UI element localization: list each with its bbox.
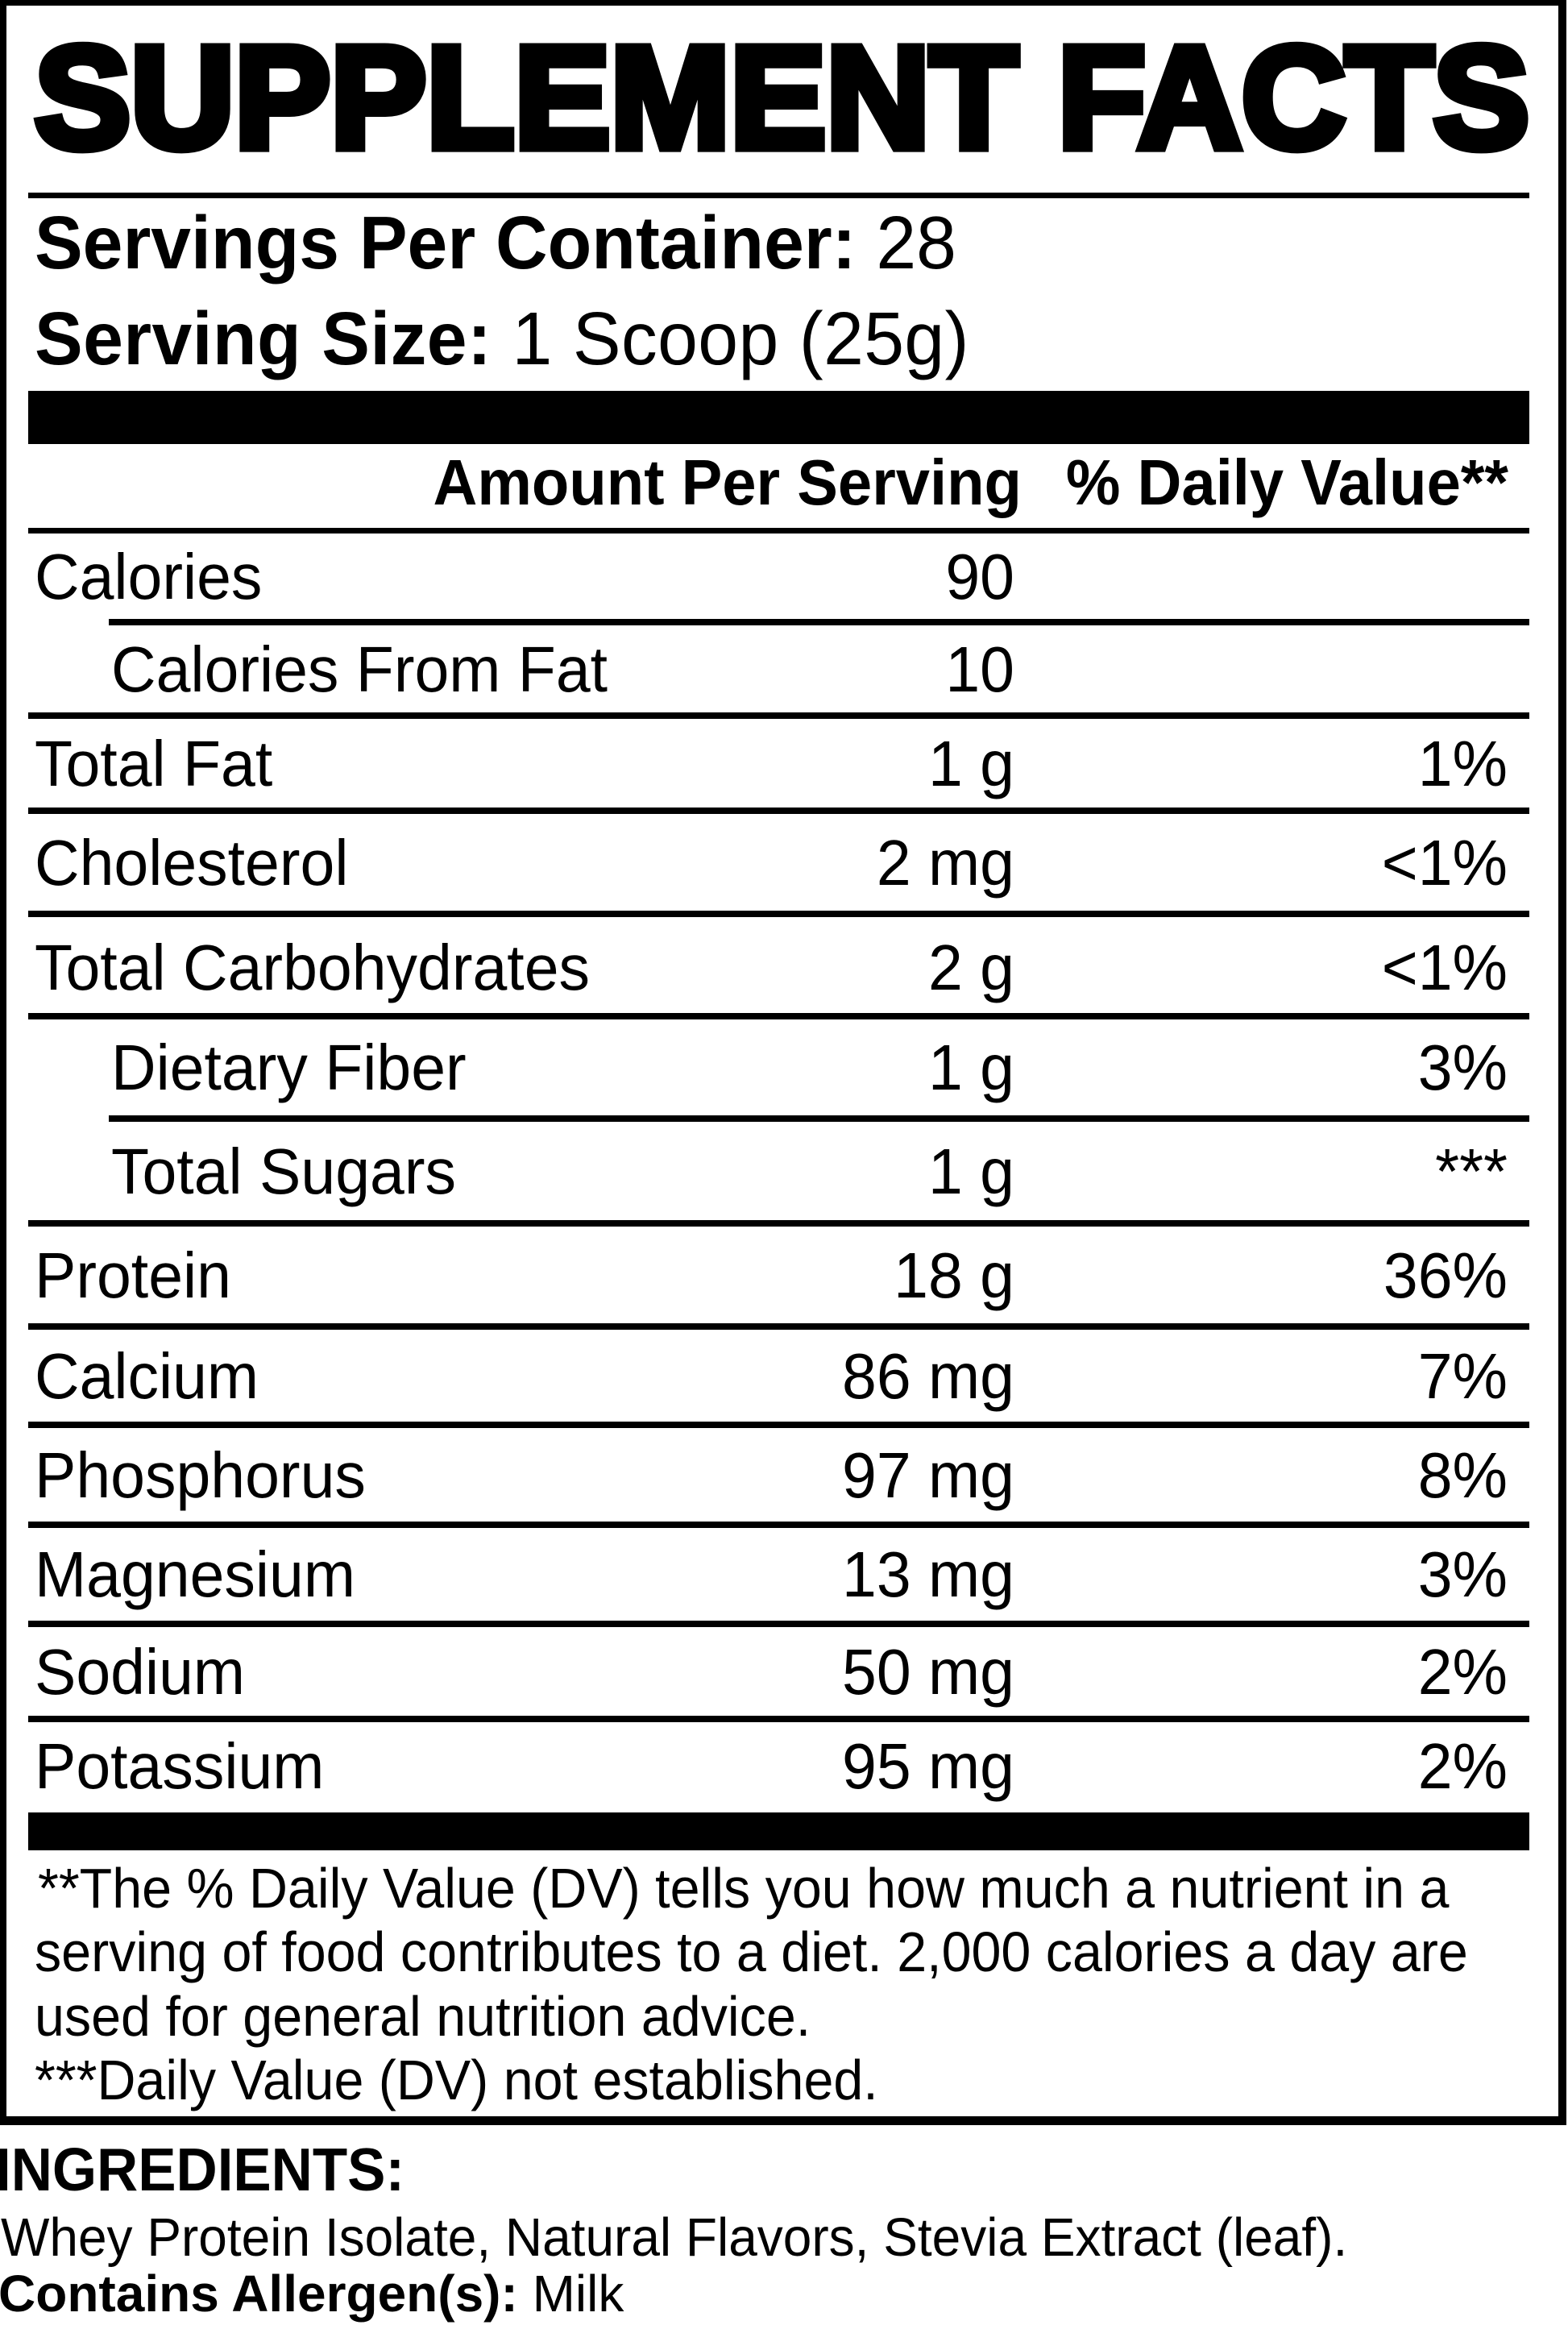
- svg-text:Calories: Calories: [35, 541, 262, 613]
- svg-text:Phosphorus: Phosphorus: [35, 1439, 366, 1512]
- svg-text:<1%: <1%: [1382, 827, 1508, 899]
- svg-text:1 g: 1 g: [928, 728, 1014, 800]
- svg-text:<1%: <1%: [1382, 932, 1508, 1004]
- svg-text:Amount Per Serving: Amount Per Serving: [433, 446, 1022, 518]
- svg-text:INGREDIENTS:: INGREDIENTS:: [0, 2136, 404, 2203]
- svg-text:2%: 2%: [1418, 1636, 1508, 1708]
- svg-text:Sodium: Sodium: [35, 1636, 245, 1708]
- svg-text:97 mg: 97 mg: [842, 1439, 1014, 1512]
- svg-text:1 g: 1 g: [928, 1136, 1014, 1208]
- svg-text:Dietary Fiber: Dietary Fiber: [111, 1032, 467, 1104]
- svg-text:1 g: 1 g: [928, 1032, 1014, 1104]
- svg-text:Whey Protein Isolate, Natural: Whey Protein Isolate, Natural Flavors, S…: [1, 2207, 1347, 2268]
- svg-text:serving of food contributes to: serving of food contributes to a diet. 2…: [35, 1921, 1468, 1984]
- svg-text:95 mg: 95 mg: [842, 1730, 1014, 1803]
- svg-text:13 mg: 13 mg: [842, 1538, 1014, 1611]
- svg-text:Magnesium: Magnesium: [35, 1538, 355, 1611]
- svg-text:2 g: 2 g: [928, 932, 1014, 1004]
- svg-text:% Daily Value**: % Daily Value**: [1066, 446, 1509, 518]
- svg-text:Calories From Fat: Calories From Fat: [111, 633, 608, 706]
- svg-text:Servings Per Container: 28: Servings Per Container: 28: [35, 201, 956, 284]
- svg-text:86 mg: 86 mg: [842, 1340, 1014, 1413]
- svg-text:8%: 8%: [1418, 1439, 1508, 1512]
- svg-text:18 g: 18 g: [894, 1239, 1014, 1312]
- svg-text:Calcium: Calcium: [35, 1340, 259, 1413]
- svg-text:3%: 3%: [1418, 1032, 1508, 1104]
- svg-text:Potassium: Potassium: [35, 1730, 324, 1803]
- svg-text:SUPPLEMENT FACTS: SUPPLEMENT FACTS: [35, 17, 1529, 179]
- svg-text:36%: 36%: [1383, 1239, 1508, 1312]
- svg-text:**The % Daily Value (DV) tells: **The % Daily Value (DV) tells you how m…: [38, 1858, 1450, 1920]
- svg-text:90: 90: [945, 541, 1014, 613]
- svg-text:1%: 1%: [1418, 728, 1508, 800]
- svg-text:7%: 7%: [1418, 1340, 1508, 1413]
- svg-text:3%: 3%: [1418, 1538, 1508, 1611]
- svg-text:Total Sugars: Total Sugars: [111, 1136, 456, 1208]
- svg-text:Cholesterol: Cholesterol: [35, 827, 348, 899]
- svg-text:Contains Allergen(s): Milk: Contains Allergen(s): Milk: [0, 2265, 624, 2323]
- svg-text:Total Fat: Total Fat: [35, 728, 272, 800]
- svg-text:***Daily Value (DV) not establ: ***Daily Value (DV) not established.: [35, 2049, 878, 2112]
- svg-text:Serving Size: 1 Scoop (25g): Serving Size: 1 Scoop (25g): [35, 297, 969, 380]
- svg-text:used for general nutrition adv: used for general nutrition advice.: [35, 1986, 811, 2049]
- svg-text:Protein: Protein: [35, 1239, 231, 1312]
- svg-text:2 mg: 2 mg: [877, 827, 1014, 899]
- svg-text:10: 10: [945, 633, 1014, 706]
- svg-text:***: ***: [1435, 1136, 1508, 1208]
- svg-text:50 mg: 50 mg: [842, 1636, 1014, 1708]
- svg-text:Total Carbohydrates: Total Carbohydrates: [35, 932, 590, 1004]
- svg-text:2%: 2%: [1418, 1730, 1508, 1803]
